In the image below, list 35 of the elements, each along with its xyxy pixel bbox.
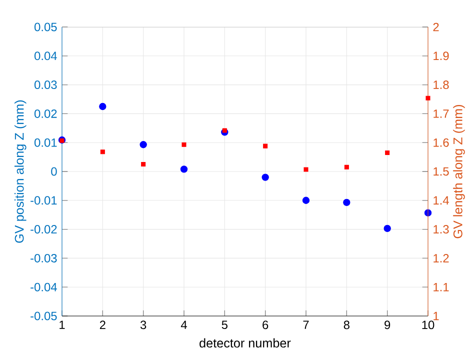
x-tick-label: 10 — [422, 320, 434, 330]
x-tick-label: 3 — [140, 320, 146, 330]
x-axis-title: detector number — [200, 338, 291, 348]
y-tick-label: 0 — [51, 167, 57, 176]
y-tick-label: 0.03 — [34, 80, 57, 90]
x-tick-label: 8 — [344, 320, 350, 330]
y-tick-label: -0.04 — [30, 282, 57, 292]
x-tick-label: 1 — [60, 320, 65, 329]
y-tick-label: -0.02 — [30, 225, 57, 234]
y2-tick-label: 1.8 — [434, 80, 449, 90]
x-tick-label: 5 — [222, 320, 228, 330]
y2-tick-label: 1.5 — [434, 167, 449, 176]
x-tick-label: 4 — [180, 320, 187, 329]
y-tick-label: 0.02 — [34, 109, 57, 118]
y2-tick-label: 1.9 — [434, 52, 449, 60]
x-tick-label: 7 — [303, 320, 309, 329]
y-tick-label: -0.05 — [30, 312, 57, 320]
x-tick-label: 9 — [384, 320, 390, 330]
y2-axis-title: GV length along Z (mm) — [453, 104, 465, 238]
x-tick-label: 2 — [100, 320, 106, 330]
y2-tick-label: 1.6 — [434, 138, 449, 147]
y2-tick-label: 1.1 — [434, 282, 449, 292]
y2-tick-label: 1.4 — [434, 196, 449, 205]
y-tick-label: 0.05 — [34, 22, 57, 32]
y-tick-label: 0.04 — [34, 52, 57, 60]
y-tick-label: 0.01 — [34, 138, 57, 147]
y2-tick-label: 1.7 — [434, 110, 449, 118]
y-axis-title: GV position along Z (mm) — [14, 100, 26, 243]
y2-tick-label: 2 — [433, 22, 439, 32]
y2-tick-label: 1.3 — [434, 225, 449, 234]
x-tick-label: 6 — [262, 320, 268, 330]
y-tick-label: -0.03 — [30, 254, 57, 262]
y-tick-label: -0.01 — [30, 196, 57, 205]
y2-tick-label: 1.2 — [434, 254, 449, 262]
y2-tick-label: 1 — [434, 312, 439, 320]
